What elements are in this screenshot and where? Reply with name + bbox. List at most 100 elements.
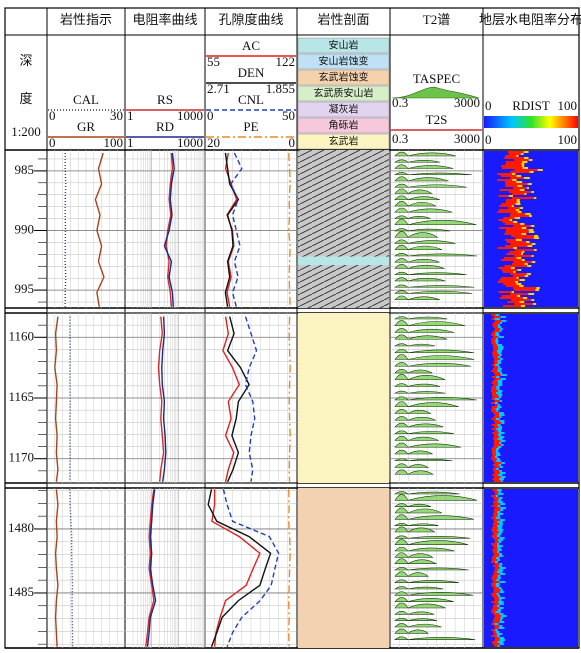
rdist-cell (491, 452, 496, 454)
scale-min: 1 (127, 108, 134, 123)
rdist-cell (522, 167, 529, 169)
rdist-cell (491, 543, 498, 545)
rdist-cell (496, 579, 500, 581)
rdist-cell (491, 456, 495, 458)
rdist-cell (498, 396, 502, 398)
rdist-cell (506, 241, 527, 243)
rdist-cell (491, 402, 495, 404)
rdist-cell (499, 442, 502, 444)
rdist-cell (499, 227, 522, 229)
rdist-cell (514, 169, 538, 171)
rdist-cell (498, 219, 510, 221)
log-curve (211, 489, 261, 647)
rdist-cell (504, 245, 528, 247)
spectrum-sketch (391, 86, 480, 99)
rdist-cell (494, 507, 501, 509)
rdist-cell (501, 462, 505, 464)
rdist-cell (493, 497, 499, 499)
rdist-cell (499, 607, 504, 609)
t2-spectrum (394, 383, 441, 387)
rdist-cell (494, 440, 501, 442)
t2-spectrum (394, 416, 436, 421)
rdist-cell (497, 501, 503, 503)
rdist-cell (491, 583, 496, 585)
t2-spectrum (394, 636, 476, 640)
depth-header: 深 (19, 53, 32, 68)
rdist-cell (498, 565, 502, 567)
rdist-cell (495, 418, 500, 420)
rdist-cell (508, 195, 513, 197)
rdist-cell (494, 569, 499, 571)
rdist-cell (495, 408, 500, 410)
rdist-cell (497, 513, 504, 515)
rdist-cell (530, 225, 535, 227)
rdist-cell (496, 631, 500, 633)
rdist-cell (524, 193, 527, 195)
rdist-cell (496, 410, 499, 412)
rdist-cell (505, 231, 529, 233)
rdist-cell (494, 400, 501, 402)
scale-max: 100 (558, 98, 578, 113)
rdist-cell (492, 380, 498, 382)
rdist-cell (497, 356, 501, 358)
rdist-cell (491, 394, 498, 396)
legend-swatch (297, 53, 390, 70)
rdist-cell (513, 225, 531, 227)
scale-min: 1 (127, 135, 134, 150)
rdist-cell (510, 177, 525, 179)
rdist-cell (492, 641, 498, 643)
rdist-cell (497, 211, 518, 213)
depth-tick-label: 1160 (8, 328, 34, 343)
track-title: 岩性剖面 (317, 12, 369, 27)
scale-min: 2.71 (207, 81, 230, 96)
rdist-cell (493, 631, 497, 633)
rdist-cell (505, 199, 517, 201)
rdist-cell (517, 185, 523, 187)
rdist-cell (511, 235, 534, 237)
rdist-cell (499, 621, 505, 623)
rdist-cell (496, 448, 500, 450)
rdist-cell (511, 173, 516, 175)
scale-max: 3000 (454, 131, 480, 146)
log-curve (157, 316, 165, 482)
rdist-cell (506, 253, 521, 255)
track-title: 电阻率曲线 (132, 12, 197, 27)
rdist-cell (491, 410, 497, 412)
legend-swatch (297, 117, 390, 134)
rdist-cell (497, 394, 503, 396)
t2-spectrum (394, 591, 474, 596)
t2-spectrum (394, 164, 454, 169)
rdist-cell (524, 177, 530, 179)
rdist-cell (533, 197, 537, 199)
rdist-cell (494, 444, 502, 446)
rdist-cell (500, 400, 503, 402)
t2-spectrum (394, 469, 435, 475)
curve-name: GR (77, 119, 95, 134)
t2-spectrum (394, 617, 438, 621)
image-name: RDIST (512, 98, 550, 113)
rdist-cell (501, 277, 517, 279)
rdist-cell (494, 503, 501, 505)
rdist-cell (495, 334, 500, 336)
rdist-cell (495, 364, 499, 366)
legend-swatch (297, 85, 390, 102)
rdist-cell (498, 597, 505, 599)
rdist-cell (497, 360, 502, 362)
rdist-cell (491, 392, 496, 394)
rdist-cell (508, 191, 532, 193)
rdist-cell (504, 265, 528, 267)
scale-max: 3000 (454, 95, 480, 110)
rdist-cell (494, 499, 499, 501)
rdist-cell (501, 269, 518, 271)
rdist-cell (492, 595, 498, 597)
legend-label: 安山岩蚀变 (319, 54, 369, 67)
rdist-cell (499, 414, 505, 416)
log-curve (163, 152, 175, 307)
rdist-cell (498, 366, 501, 368)
rdist-cell (494, 374, 502, 376)
rdist-cell (493, 384, 498, 386)
rdist-cell (499, 599, 502, 601)
rdist-cell (500, 316, 507, 318)
rdist-cell (499, 322, 503, 324)
